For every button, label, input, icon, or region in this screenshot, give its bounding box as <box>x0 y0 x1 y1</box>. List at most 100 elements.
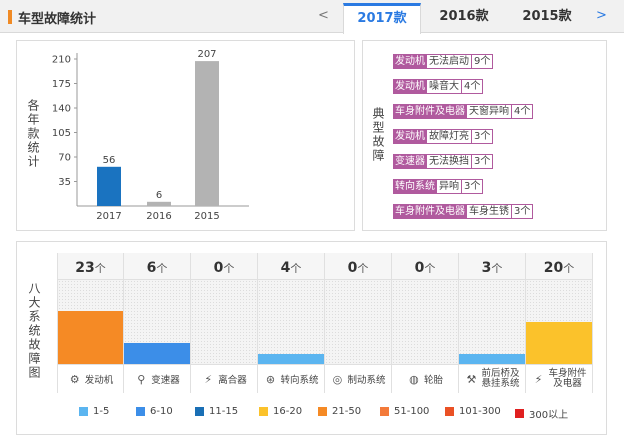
legend-item: 6-10 <box>136 406 173 417</box>
systems-panel: 八大系统故障图 23个 ⚙ 发动机 6个 ⚲ 变速器 0个 ⚡ 离合器 4个 ⊛ 转向系统 0个 ◎ 制动系… <box>16 241 607 435</box>
legend: 1-5 6-10 11-15 16-20 21-50 51-100 101-300 300以上 <box>17 402 606 422</box>
fault-item[interactable]: 变速器 无法换挡 3个 <box>393 154 494 169</box>
legend-label: 1-5 <box>93 406 110 417</box>
system-count: 0个 <box>191 253 257 280</box>
legend-label: 11-15 <box>209 406 239 417</box>
system-column[interactable]: 3个 ⚒ 前后桥及 悬挂系统 <box>459 253 526 393</box>
bar-2017[interactable] <box>97 166 121 206</box>
fault-count: 3个 <box>472 154 494 169</box>
system-name: 变速器 <box>151 375 180 386</box>
system-count-number: 6 <box>146 260 157 276</box>
system-count-unit: 个 <box>290 262 302 275</box>
fault-item[interactable]: 车身附件及电器 车身生锈 3个 <box>393 204 534 219</box>
year-chart-panel: 各年款统计 35 70 105 140 175 210 56 2017 6 2016 207 2015 <box>16 40 355 231</box>
system-count-unit: 个 <box>357 262 369 275</box>
bar-2016[interactable] <box>147 201 171 206</box>
tire-icon: ◍ <box>409 372 419 386</box>
system-column[interactable]: 0个 ◎ 制动系统 <box>325 253 392 393</box>
y-tick-label: 210 <box>52 55 71 66</box>
system-column[interactable]: 6个 ⚲ 变速器 <box>124 253 191 393</box>
y-tick-label: 140 <box>52 104 71 115</box>
system-label: ◎ 制动系统 <box>325 364 391 393</box>
fault-category: 变速器 <box>393 154 427 169</box>
prev-arrow-icon[interactable]: < <box>318 8 329 23</box>
fault-item[interactable]: 发动机 无法启动 9个 <box>393 54 494 69</box>
legend-item: 51-100 <box>380 406 429 417</box>
y-tick-label: 35 <box>58 177 71 188</box>
y-tick-label: 70 <box>58 153 71 164</box>
system-column[interactable]: 0个 ⚡ 离合器 <box>191 253 258 393</box>
steering-wheel-icon: ⊛ <box>265 372 276 386</box>
legend-label: 16-20 <box>273 406 303 417</box>
fault-item[interactable]: 发动机 故障灯亮 3个 <box>393 129 494 144</box>
system-count-unit: 个 <box>491 262 503 275</box>
system-label: ⊛ 转向系统 <box>258 364 324 393</box>
fault-category: 车身附件及电器 <box>393 204 467 219</box>
system-count: 4个 <box>258 253 324 280</box>
system-column[interactable]: 23个 ⚙ 发动机 <box>57 253 124 393</box>
system-bar-area <box>526 280 592 364</box>
fault-category: 车身附件及电器 <box>393 104 467 119</box>
legend-label: 21-50 <box>332 406 362 417</box>
legend-item: 21-50 <box>318 406 361 417</box>
legend-item: 101-300 <box>445 406 501 417</box>
system-name: 发动机 <box>84 375 114 386</box>
fault-item[interactable]: 发动机 噪音大 4个 <box>393 79 484 94</box>
system-count-number: 23 <box>75 260 95 276</box>
system-bar-fill <box>124 343 190 364</box>
system-count-unit: 个 <box>223 262 235 275</box>
system-count: 20个 <box>526 253 592 280</box>
system-column[interactable]: 4个 ⊛ 转向系统 <box>258 253 325 393</box>
systems-label: 八大系统故障图 <box>27 282 41 380</box>
system-label: ⚙ 发动机 <box>58 364 123 393</box>
engine-icon: ⚙ <box>69 372 80 386</box>
gearshift-icon: ⚲ <box>137 372 146 386</box>
fault-item[interactable]: 转向系统 异响 3个 <box>393 179 484 194</box>
fault-count: 4个 <box>462 79 484 94</box>
system-count-unit: 个 <box>563 262 575 275</box>
fault-count: 4个 <box>512 104 534 119</box>
x-tick-label: 2017 <box>96 211 121 222</box>
tab-2017[interactable]: 2017款 <box>343 3 421 34</box>
legend-swatch <box>259 407 268 416</box>
system-bar-area <box>191 280 257 364</box>
fault-count: 3个 <box>462 179 484 194</box>
system-count-unit: 个 <box>156 262 168 275</box>
system-bar-fill <box>526 322 592 364</box>
system-column[interactable]: 20个 ⚡ 车身附件 及电器 <box>526 253 593 393</box>
system-name: 前后桥及 悬挂系统 <box>481 368 520 389</box>
header-bar: 车型故障统计 < 2017款 2016款 2015款 > <box>0 0 624 34</box>
system-bar-area <box>258 280 324 364</box>
legend-item: 1-5 <box>79 406 109 417</box>
brake-disc-icon: ◎ <box>332 372 343 386</box>
fault-category: 发动机 <box>393 54 427 69</box>
title-accent-bar <box>8 10 12 24</box>
system-name: 离合器 <box>218 375 247 386</box>
system-count-number: 0 <box>213 260 224 276</box>
x-tick-label: 2015 <box>194 211 219 222</box>
faults-label: 典型故障 <box>371 107 385 163</box>
electrical-icon: ⚡ <box>534 372 543 386</box>
legend-label: 101-300 <box>459 406 501 417</box>
system-count-number: 20 <box>543 260 564 276</box>
clutch-pedal-icon: ⚡ <box>204 372 213 386</box>
tab-2016[interactable]: 2016款 <box>439 9 489 24</box>
system-count-number: 0 <box>347 260 358 276</box>
legend-item: 16-20 <box>259 406 302 417</box>
system-name: 制动系统 <box>347 375 386 386</box>
system-bar-fill <box>258 353 324 364</box>
system-count-unit: 个 <box>424 262 436 275</box>
bar-2015[interactable] <box>195 61 219 206</box>
system-count: 3个 <box>459 253 525 280</box>
tab-2015[interactable]: 2015款 <box>522 9 572 24</box>
fault-count: 9个 <box>472 54 494 69</box>
system-count-number: 0 <box>414 260 425 276</box>
system-count-number: 4 <box>280 260 291 276</box>
system-bar-area <box>325 280 391 364</box>
next-arrow-icon[interactable]: > <box>596 8 607 23</box>
system-column[interactable]: 0个 ◍ 轮胎 <box>392 253 459 393</box>
fault-item[interactable]: 车身附件及电器 天窗异响 4个 <box>393 104 534 119</box>
system-count: 0个 <box>325 253 391 280</box>
data-label: 207 <box>197 49 216 60</box>
system-label: ⚡ 离合器 <box>191 364 257 393</box>
